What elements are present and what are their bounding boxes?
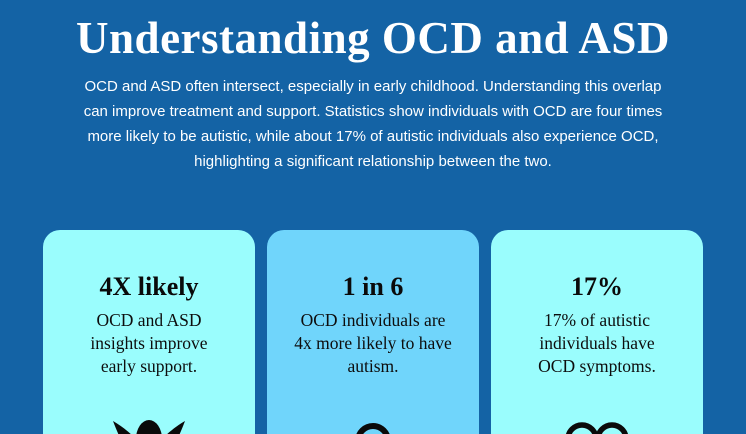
stat-description: OCD and ASD insights improve early suppo… [90,310,208,376]
stat-description: 17% of autistic individuals have OCD sym… [538,310,656,376]
stat-card-4x-likely: 4X likely OCD and ASD insights improve e… [43,230,255,434]
stat-description: OCD individuals are 4x more likely to ha… [294,310,452,376]
stat-value: 1 in 6 [342,272,404,301]
intro-paragraph: OCD and ASD often intersect, especially … [83,78,663,170]
stat-value: 4X likely [99,272,199,301]
brain-icon [559,420,635,434]
stat-value: 17% [571,272,623,301]
stat-cards-row: 4X likely OCD and ASD insights improve e… [0,230,746,434]
stat-card-1-in-6: 1 in 6 OCD individuals are 4x more likel… [267,230,479,434]
person-icon [335,420,411,434]
stat-card-17-percent: 17% 17% of autistic individuals have OCD… [491,230,703,434]
page-title: Understanding OCD and ASD [76,13,670,63]
eye-icon [111,420,187,434]
